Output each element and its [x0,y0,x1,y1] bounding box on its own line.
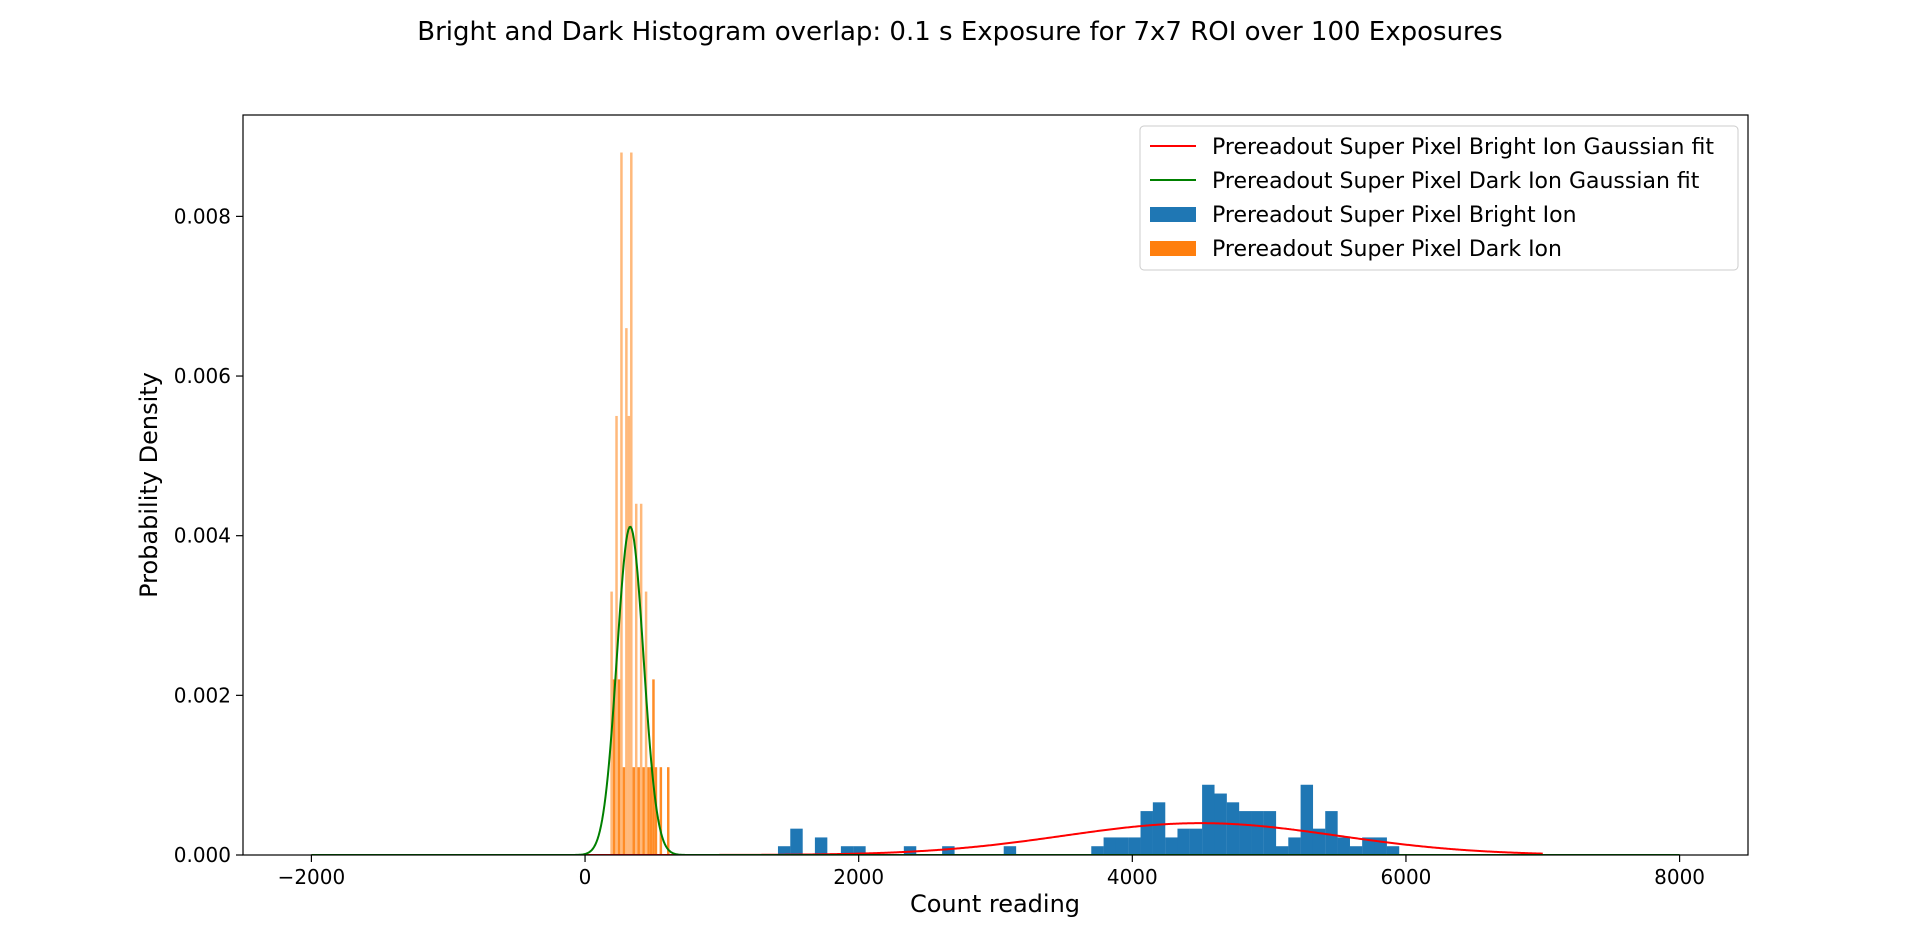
bright-bar-9 [1103,837,1117,855]
dark-bar-20 [666,767,670,855]
x-tick-label-0: −2000 [278,865,346,889]
bright-bar-13 [1152,802,1166,855]
bright-bar-28 [1337,837,1350,855]
x-tick-label-5: 8000 [1654,865,1705,889]
dark-bar-14 [644,591,648,855]
dark-bar-5 [622,767,626,855]
x-tick-label-4: 6000 [1381,865,1432,889]
dark-bar-15 [647,767,650,855]
bright-bar-32 [1386,846,1400,855]
dark-bar-9 [632,767,636,855]
y-tick-label-2: 0.004 [174,524,231,548]
bright-bar-20 [1239,811,1252,855]
dark-bar-16 [649,767,653,855]
dark-bar-12 [639,503,643,855]
bright-bar-27 [1325,811,1338,855]
dark-bar-10 [634,503,638,855]
y-axis-label: Probability Density [135,372,163,598]
y-tick-label-1: 0.002 [174,683,231,707]
bright-bar-4 [853,846,866,855]
bright-bar-16 [1189,828,1203,855]
bright-bar-12 [1140,811,1153,855]
y-tick-label-4: 0.008 [174,204,231,228]
legend: Prereadout Super Pixel Bright Ion Gaussi… [1139,125,1739,271]
legend-key-dark-hist [1150,241,1196,256]
y-axis: 0.000 0.002 0.004 0.006 0.008 [174,204,243,867]
legend-label-bright-fit: Prereadout Super Pixel Bright Ion Gaussi… [1212,135,1714,160]
bright-fit-line [311,822,1543,855]
dark-bar-17 [652,679,655,855]
dark-bar-6 [625,328,628,855]
legend-label-dark-fit: Prereadout Super Pixel Dark Ion Gaussian… [1212,169,1700,194]
bright-bar-3 [840,846,854,855]
bright-bar-30 [1362,837,1375,855]
bright-bar-21 [1251,811,1264,855]
bright-bar-23 [1275,846,1289,855]
dark-bar-2 [615,415,618,855]
legend-label-bright-hist: Prereadout Super Pixel Bright Ion [1212,203,1577,228]
bright-bar-11 [1128,837,1141,855]
x-tick-label-1: 0 [579,865,592,889]
bright-bar-6 [942,846,955,855]
bright-bar-25 [1300,784,1314,855]
bright-bar-17 [1202,784,1215,855]
dark-bar-19 [659,767,663,855]
bright-bar-24 [1288,837,1301,855]
bright-bar-29 [1349,846,1363,855]
dark-bar-11 [637,767,640,855]
bright-bar-10 [1115,837,1129,855]
bright-bar-5 [903,846,917,855]
y-tick-label-0: 0.000 [174,843,231,867]
legend-key-bright-hist [1150,207,1196,222]
bright-bar-0 [777,846,791,855]
legend-label-dark-hist: Prereadout Super Pixel Dark Ion [1212,237,1562,262]
dark-bar-1 [612,679,616,855]
dark-bar-13 [642,767,645,855]
bright-bar-22 [1263,811,1277,855]
bright-bar-8 [1091,846,1104,855]
x-tick-label-3: 4000 [1107,865,1158,889]
bright-bar-1 [790,828,803,855]
x-axis: −2000 0 2000 4000 6000 8000 [278,855,1705,889]
gaussian-fits [311,525,1680,855]
bright-bar-2 [814,837,828,855]
bright-bar-7 [1003,846,1017,855]
bright-bar-19 [1226,802,1240,855]
bright-bar-26 [1312,828,1326,855]
y-tick-label-3: 0.006 [174,364,231,388]
dark-bar-7 [627,415,631,855]
plot-frame [242,114,1749,856]
bright-bar-15 [1177,828,1190,855]
dark-bar-8 [630,152,633,855]
dark-bar-4 [620,152,623,855]
bright-histogram [777,784,1400,855]
x-tick-label-2: 2000 [833,865,884,889]
x-axis-label: Count reading [910,890,1080,918]
legend-frame [1139,125,1739,271]
dark-bar-3 [617,679,621,855]
bright-bar-14 [1165,837,1178,855]
chart-title: Bright and Dark Histogram overlap: 0.1 s… [417,17,1502,47]
